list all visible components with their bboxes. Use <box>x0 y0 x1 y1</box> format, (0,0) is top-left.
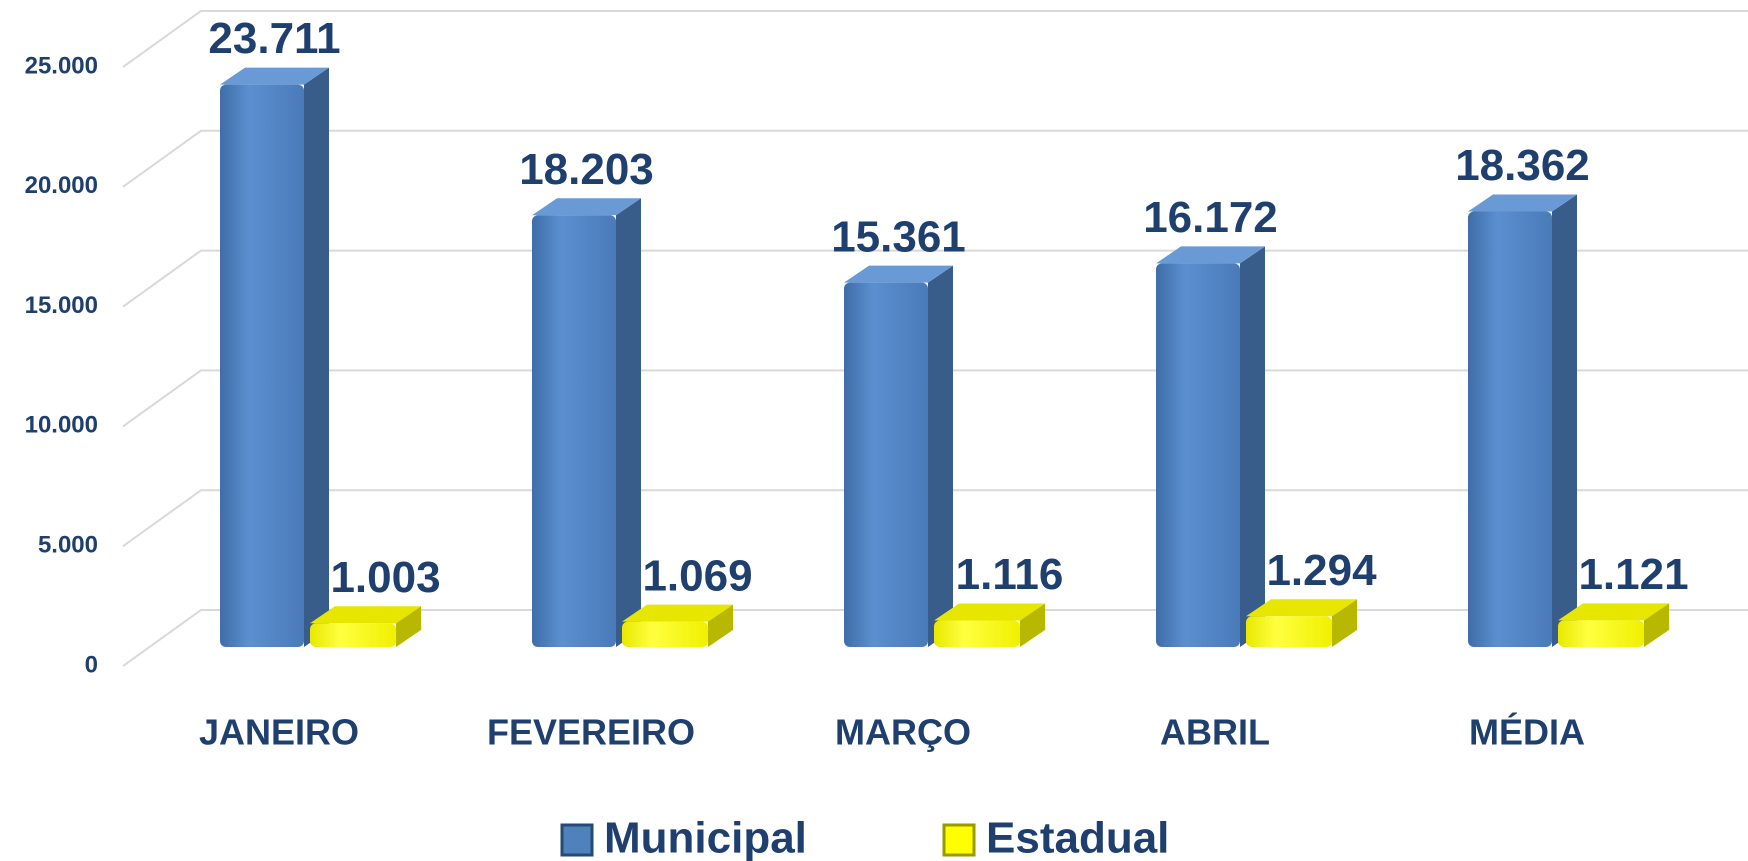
bar-top <box>220 67 329 85</box>
bar <box>532 215 616 647</box>
x-tick-label: MÉDIA <box>1469 712 1585 753</box>
bar-top <box>1468 194 1577 212</box>
bar-side <box>1020 603 1045 647</box>
bar <box>622 621 708 647</box>
bar-side <box>928 265 953 647</box>
bar-side <box>396 606 421 647</box>
y-tick-label: 15.000 <box>25 292 98 319</box>
data-label: 1.121 <box>1578 550 1688 599</box>
data-label: 18.362 <box>1455 141 1590 190</box>
bar <box>1468 211 1552 647</box>
data-label: 16.172 <box>1143 193 1278 242</box>
grid-line <box>122 129 1748 188</box>
data-label: 1.294 <box>1266 546 1377 595</box>
bar <box>1246 616 1332 647</box>
bar-top <box>310 606 421 624</box>
bar <box>1156 263 1240 647</box>
bar-side <box>304 67 329 648</box>
x-tick-label: JANEIRO <box>199 712 359 753</box>
data-label: 15.361 <box>831 212 966 261</box>
y-tick-label: 10.000 <box>25 412 98 439</box>
bar <box>934 620 1020 647</box>
legend-label: Municipal <box>604 814 807 861</box>
x-tick-label: ABRIL <box>1160 712 1270 753</box>
bar <box>220 84 304 648</box>
bar-top <box>622 604 733 622</box>
grid-line <box>122 10 1748 68</box>
data-label: 1.116 <box>956 550 1064 599</box>
legend-label: Estadual <box>986 814 1169 861</box>
bar-top <box>1246 599 1357 617</box>
legend-swatch <box>560 823 594 857</box>
bar-top <box>1156 246 1265 264</box>
bar <box>844 282 928 647</box>
bar-side <box>1644 603 1669 647</box>
bar-top <box>934 603 1045 621</box>
bar-side <box>1332 599 1357 647</box>
data-label: 1.003 <box>330 553 440 602</box>
bar <box>310 623 396 647</box>
y-tick-label: 0 <box>85 651 98 678</box>
bar <box>1558 620 1644 647</box>
y-tick-label: 5.000 <box>38 532 98 559</box>
y-tick-label: 25.000 <box>25 52 98 79</box>
bar-side <box>708 604 733 647</box>
bar-top <box>532 198 641 216</box>
bar-side <box>1240 246 1265 648</box>
bar-side <box>1552 194 1577 647</box>
data-label: 1.069 <box>642 551 752 600</box>
bar-top <box>1558 603 1669 621</box>
x-tick-label: FEVEREIRO <box>487 712 695 753</box>
legend-swatch <box>942 823 976 857</box>
y-tick-label: 20.000 <box>25 172 98 199</box>
bar-side <box>616 198 641 647</box>
bar-top <box>844 265 953 283</box>
data-label: 23.711 <box>208 14 340 63</box>
x-tick-label: MARÇO <box>835 712 971 753</box>
data-label: 18.203 <box>519 145 654 194</box>
